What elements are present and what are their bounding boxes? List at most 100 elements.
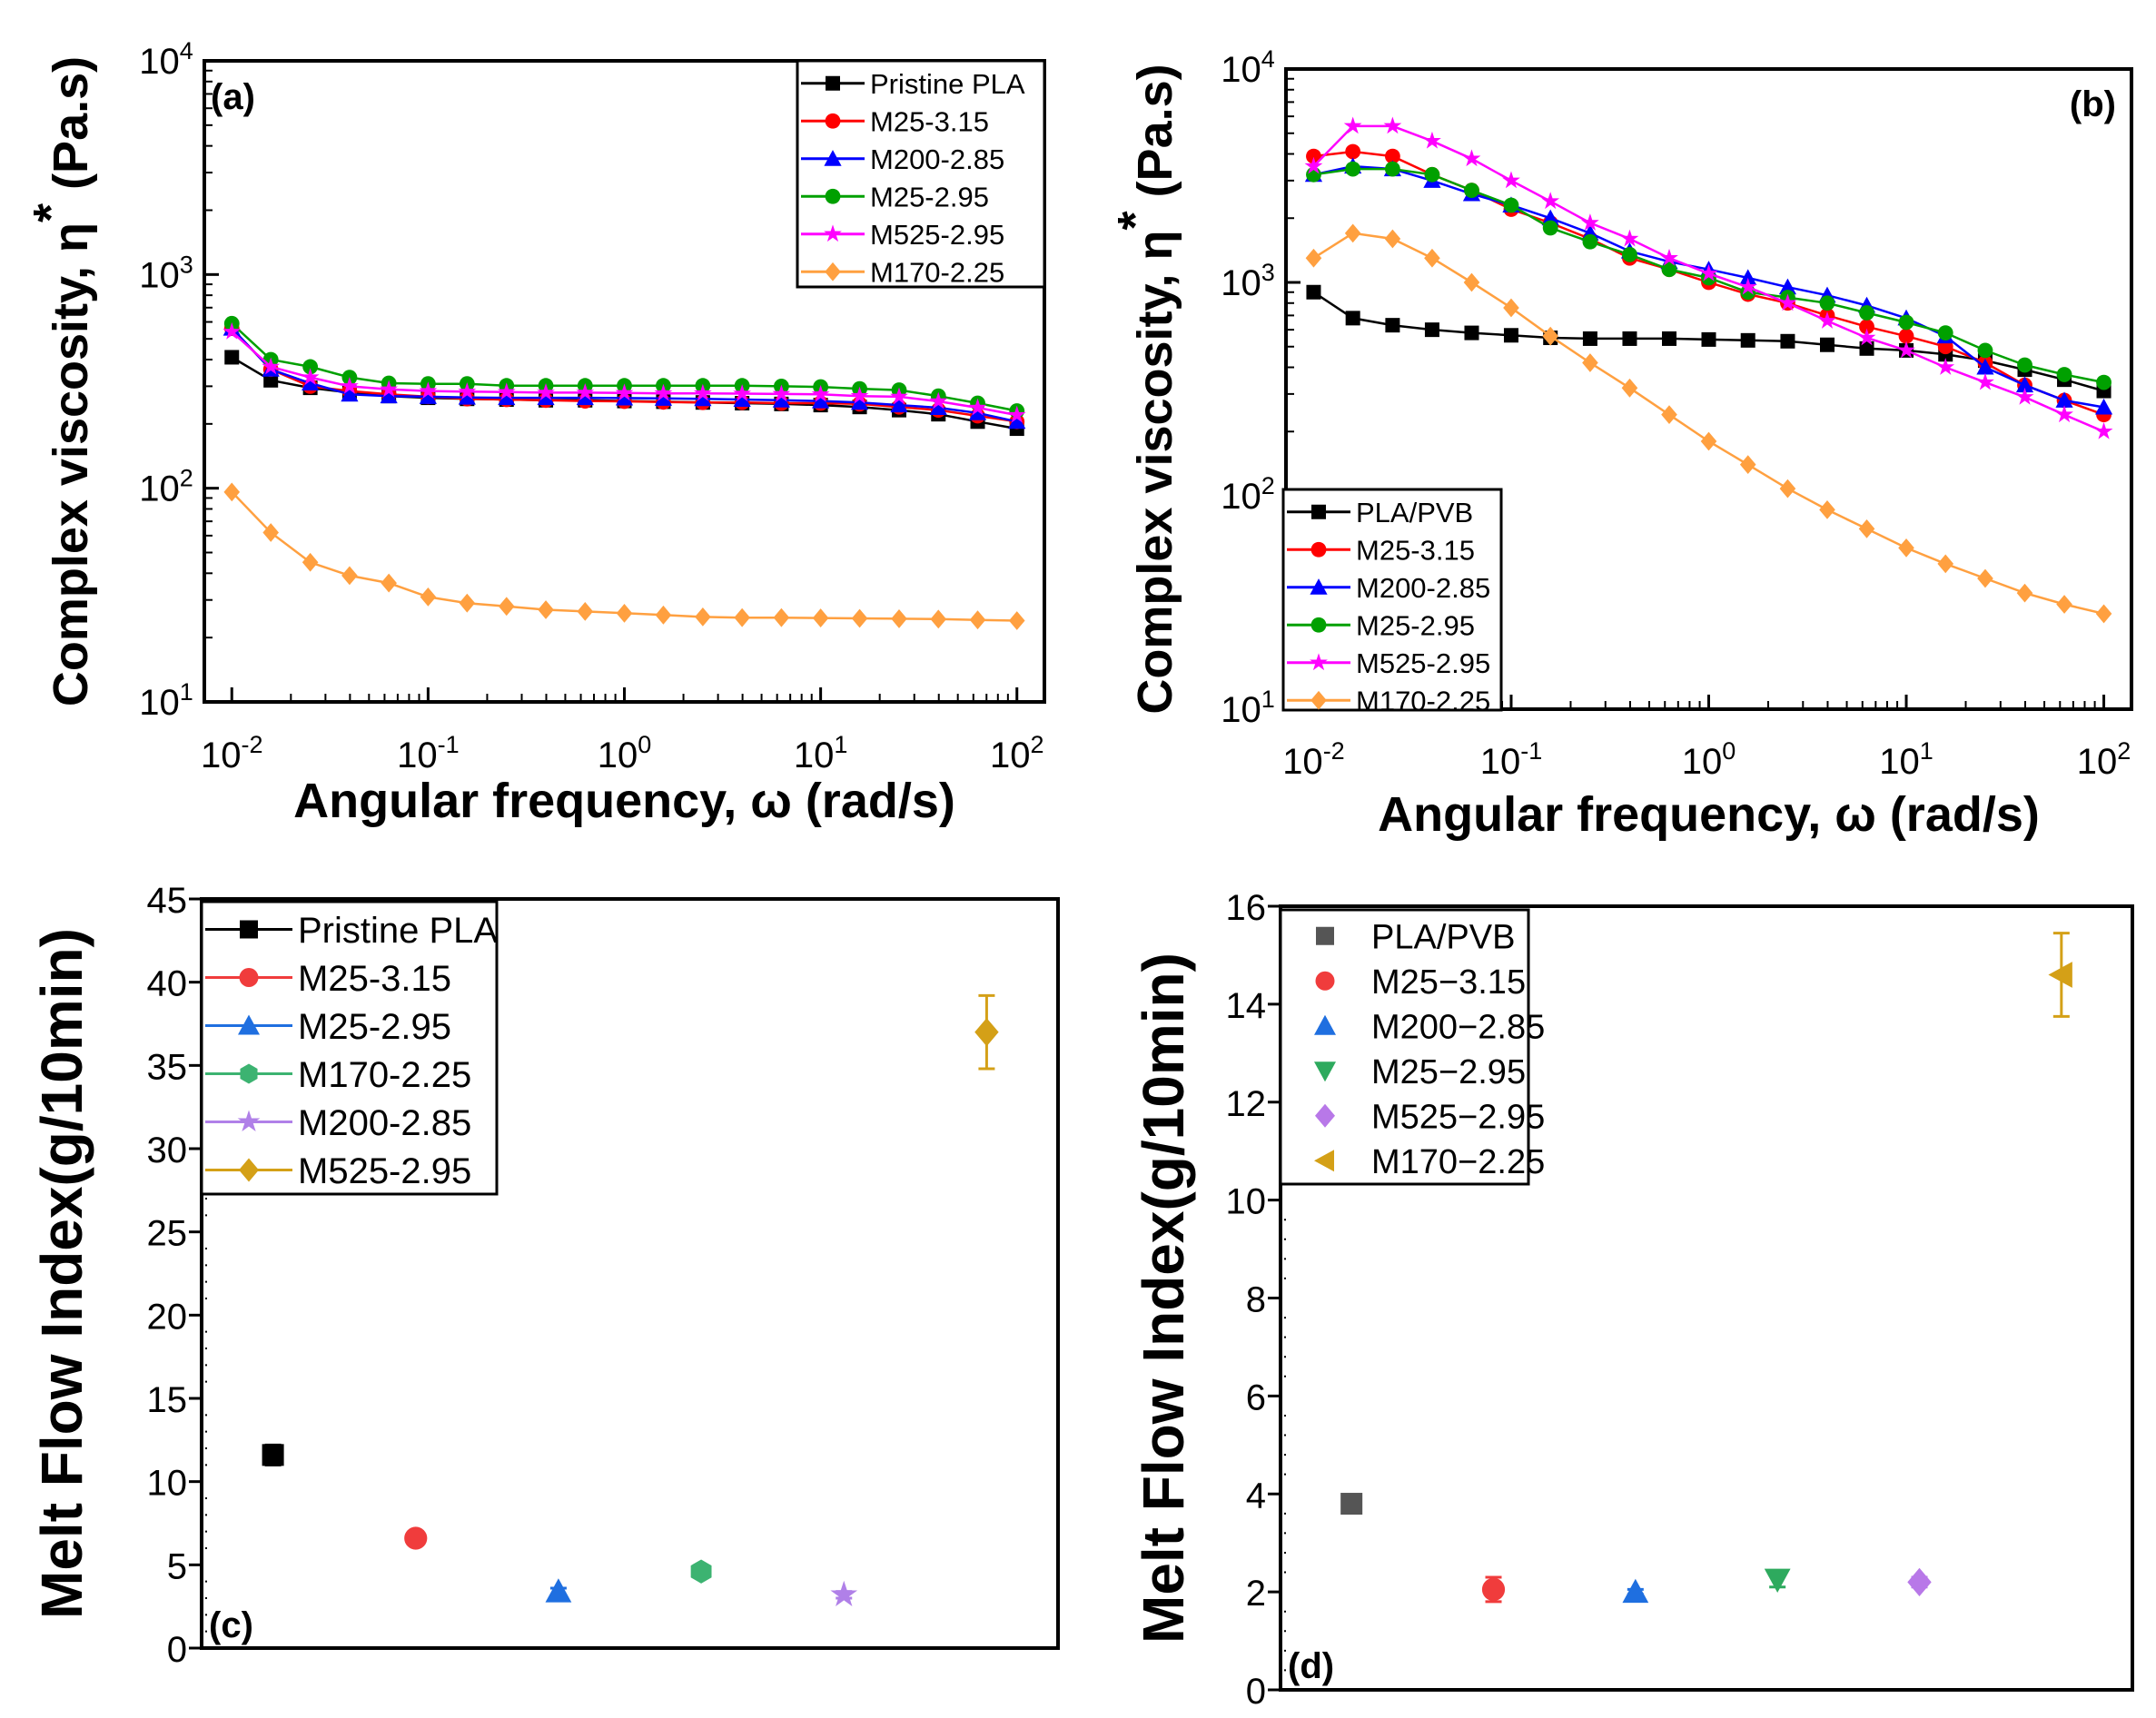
data-point bbox=[1907, 1567, 1932, 1596]
tick-exponent: -2 bbox=[241, 731, 262, 758]
plot-frame bbox=[1284, 67, 2133, 711]
legend-item: M525-2.95 bbox=[801, 219, 1004, 251]
plot-frame bbox=[1279, 904, 2134, 1692]
legend-item: M170-2.25 bbox=[1287, 685, 1490, 716]
data-point bbox=[1464, 183, 1479, 199]
legend-label: M200-2.85 bbox=[298, 1103, 471, 1143]
tick-exponent: 1 bbox=[1261, 686, 1275, 713]
x-tick-label: 102 bbox=[2077, 737, 2131, 782]
legend-marker bbox=[1315, 971, 1335, 991]
data-point bbox=[2096, 374, 2111, 390]
data-point bbox=[380, 387, 398, 404]
legend-marker bbox=[238, 1014, 260, 1035]
data-point bbox=[577, 601, 594, 621]
tick-exponent: -1 bbox=[438, 731, 460, 758]
data-point bbox=[850, 386, 869, 404]
legend-label: M25−3.15 bbox=[1371, 963, 1526, 1002]
data-point bbox=[420, 587, 437, 607]
series-Pristine PLA bbox=[262, 1443, 284, 1466]
y-tick-label: 102 bbox=[1221, 472, 1275, 517]
data-point bbox=[1700, 431, 1717, 451]
data-point bbox=[1857, 328, 1876, 346]
data-point bbox=[458, 389, 476, 405]
legend-item: M25-2.95 bbox=[801, 181, 989, 212]
tick-exponent: 2 bbox=[1261, 472, 1275, 499]
data-point bbox=[1423, 131, 1441, 149]
y-tick-label: 15 bbox=[147, 1380, 188, 1420]
tick-exponent: 3 bbox=[1261, 259, 1275, 286]
legend-item: Pristine PLA bbox=[801, 68, 1025, 100]
data-point bbox=[1424, 322, 1439, 338]
legend-box bbox=[200, 900, 499, 1196]
data-point bbox=[1699, 263, 1718, 281]
data-point bbox=[1542, 326, 1558, 346]
series-M200-2.85 bbox=[830, 1580, 858, 1606]
x-tick-label: 10-2 bbox=[1282, 737, 1345, 782]
legend-marker bbox=[1311, 504, 1326, 519]
data-point bbox=[381, 573, 397, 593]
legend-label: M25-2.95 bbox=[1356, 609, 1475, 641]
legend-item: M25-3.15 bbox=[801, 105, 989, 137]
data-point bbox=[1977, 568, 1993, 588]
data-point bbox=[537, 389, 555, 406]
data-point bbox=[969, 610, 986, 630]
legend-marker bbox=[825, 113, 841, 129]
legend-label: M525-2.95 bbox=[298, 1151, 471, 1191]
y-tick-label: 10 bbox=[147, 1464, 188, 1504]
data-point bbox=[734, 607, 750, 627]
legend-item: M525-2.95 bbox=[205, 1151, 471, 1191]
data-point bbox=[891, 609, 907, 628]
data-point bbox=[2015, 387, 2034, 405]
x-axis-title: Angular frequency, ω (rad/s) bbox=[1378, 787, 2040, 842]
series-PLA/PVB bbox=[1340, 1493, 1363, 1516]
data-point bbox=[929, 391, 948, 410]
y-tick-label: 0 bbox=[1246, 1672, 1266, 1712]
data-point bbox=[1859, 305, 1874, 321]
series-M525−2.95 bbox=[1907, 1567, 1932, 1596]
y-axis-title: Melt Flow Index(g/10min) bbox=[1131, 953, 1196, 1644]
legend-label: PLA/PVB bbox=[1356, 497, 1473, 528]
x-tick-label: 101 bbox=[794, 731, 848, 775]
series-M525-2.95 bbox=[1304, 116, 2113, 439]
data-point bbox=[773, 607, 790, 627]
data-point bbox=[537, 383, 555, 400]
plot-frame bbox=[203, 59, 1046, 704]
data-point bbox=[341, 385, 359, 402]
data-point bbox=[1859, 319, 1874, 335]
tick-exponent: 2 bbox=[1030, 731, 1043, 758]
data-point bbox=[262, 1444, 284, 1466]
legend-item: M525−2.95 bbox=[1315, 1098, 1545, 1136]
legend-marker bbox=[240, 920, 258, 939]
data-point bbox=[1384, 161, 1400, 177]
data-point bbox=[733, 390, 751, 408]
data-point bbox=[1620, 229, 1639, 247]
data-point bbox=[929, 399, 947, 416]
legend-marker bbox=[1314, 1061, 1336, 1082]
legend-label: M525-2.95 bbox=[870, 219, 1004, 251]
data-point bbox=[1621, 378, 1638, 398]
data-point bbox=[545, 1578, 572, 1603]
data-point bbox=[1503, 298, 1519, 318]
data-point bbox=[263, 372, 279, 388]
tick-exponent: 2 bbox=[2117, 737, 2131, 765]
superscript: * bbox=[1108, 211, 1162, 230]
series-M170-2.25 bbox=[690, 1559, 712, 1584]
suffix: (Pa.s) bbox=[44, 56, 98, 203]
panel-label: (b) bbox=[2070, 84, 2116, 124]
legend-marker bbox=[826, 75, 840, 91]
data-point bbox=[968, 404, 987, 420]
data-point bbox=[1464, 325, 1479, 341]
data-point bbox=[890, 387, 908, 405]
legend-item: M200-2.85 bbox=[1287, 572, 1490, 604]
y-tick-label: 104 bbox=[139, 37, 193, 82]
y-tick-label: 5 bbox=[167, 1546, 187, 1586]
data-point bbox=[968, 398, 987, 416]
y-tick-label: 101 bbox=[139, 678, 193, 723]
legend: Pristine PLA M25-3.15 M25-2.95 M170-2.25 M20… bbox=[200, 900, 499, 1196]
tick-exponent: -1 bbox=[1520, 737, 1542, 765]
data-point bbox=[302, 374, 320, 391]
legend-label: M200-2.85 bbox=[870, 143, 1004, 175]
legend: PLA/PVB M25−3.15 M200−2.85 M25−2.95 M525−2.9… bbox=[1279, 908, 1545, 1186]
